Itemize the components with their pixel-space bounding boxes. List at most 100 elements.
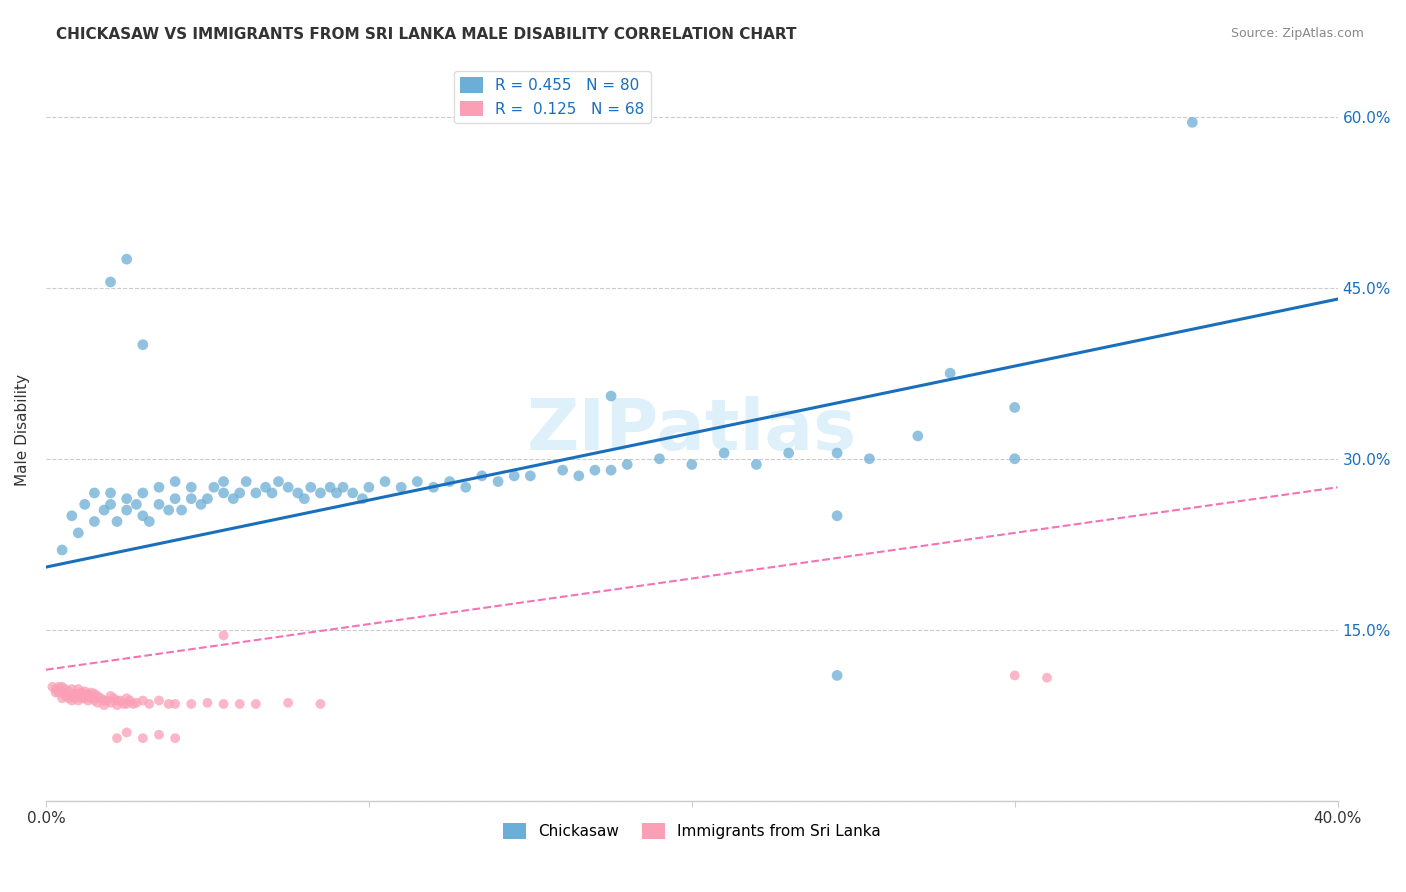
Point: [1181, 115, 1204, 129]
Point: [170, 503, 193, 517]
Point: [80, 685, 103, 699]
Point: [212, 697, 235, 711]
Point: [165, 731, 187, 746]
Point: [105, 693, 128, 707]
Point: [681, 458, 703, 472]
Point: [228, 697, 250, 711]
Point: [190, 497, 212, 511]
Point: [551, 463, 574, 477]
Point: [1004, 668, 1026, 682]
Point: [778, 446, 800, 460]
Text: CHICKASAW VS IMMIGRANTS FROM SRI LANKA MALE DISABILITY CORRELATION CHART: CHICKASAW VS IMMIGRANTS FROM SRI LANKA M…: [56, 27, 797, 42]
Point: [86, 689, 108, 703]
Point: [299, 480, 322, 494]
Point: [319, 480, 342, 494]
Point: [53, 682, 76, 697]
Point: [73, 497, 96, 511]
Point: [60, 693, 83, 707]
Point: [157, 503, 180, 517]
Legend: Chickasaw, Immigrants from Sri Lanka: Chickasaw, Immigrants from Sri Lanka: [496, 817, 887, 845]
Point: [100, 689, 122, 703]
Point: [519, 468, 541, 483]
Point: [245, 486, 267, 500]
Point: [825, 446, 848, 460]
Point: [86, 696, 108, 710]
Point: [907, 429, 929, 443]
Point: [245, 697, 267, 711]
Point: [77, 693, 100, 707]
Point: [825, 508, 848, 523]
Point: [1004, 401, 1026, 415]
Point: [115, 491, 138, 506]
Y-axis label: Male Disability: Male Disability: [15, 375, 30, 486]
Point: [422, 480, 444, 494]
Point: [73, 684, 96, 698]
Point: [332, 480, 354, 494]
Point: [357, 480, 380, 494]
Point: [212, 628, 235, 642]
Point: [600, 389, 623, 403]
Point: [1004, 451, 1026, 466]
Point: [138, 515, 160, 529]
Point: [132, 508, 155, 523]
Point: [197, 491, 219, 506]
Point: [342, 486, 364, 500]
Point: [235, 475, 257, 489]
Point: [1036, 671, 1059, 685]
Point: [745, 458, 768, 472]
Point: [825, 668, 848, 682]
Point: [80, 691, 103, 706]
Point: [648, 451, 671, 466]
Point: [148, 728, 170, 742]
Point: [616, 458, 638, 472]
Point: [165, 475, 187, 489]
Point: [138, 697, 160, 711]
Point: [51, 543, 73, 558]
Point: [254, 480, 277, 494]
Point: [93, 693, 115, 707]
Point: [125, 696, 148, 710]
Point: [48, 680, 70, 694]
Point: [180, 491, 202, 506]
Point: [118, 693, 141, 707]
Point: [165, 491, 187, 506]
Point: [93, 698, 115, 712]
Point: [53, 689, 76, 703]
Point: [374, 475, 396, 489]
Point: [202, 480, 225, 494]
Point: [115, 697, 138, 711]
Point: [260, 486, 283, 500]
Point: [73, 691, 96, 706]
Point: [70, 691, 93, 706]
Point: [90, 691, 112, 706]
Point: [212, 475, 235, 489]
Point: [454, 480, 477, 494]
Point: [83, 486, 105, 500]
Point: [132, 337, 155, 351]
Point: [568, 468, 591, 483]
Point: [277, 696, 299, 710]
Point: [939, 366, 962, 380]
Point: [105, 698, 128, 712]
Point: [100, 275, 122, 289]
Point: [713, 446, 735, 460]
Point: [93, 503, 115, 517]
Point: [132, 693, 155, 707]
Point: [115, 691, 138, 706]
Point: [58, 691, 80, 706]
Point: [228, 486, 250, 500]
Point: [100, 486, 122, 500]
Point: [45, 685, 67, 699]
Point: [41, 680, 63, 694]
Point: [309, 697, 332, 711]
Point: [67, 525, 90, 540]
Point: [212, 486, 235, 500]
Point: [583, 463, 606, 477]
Point: [222, 491, 245, 506]
Point: [83, 515, 105, 529]
Point: [132, 731, 155, 746]
Point: [63, 687, 86, 701]
Point: [180, 697, 202, 711]
Point: [486, 475, 509, 489]
Point: [197, 696, 219, 710]
